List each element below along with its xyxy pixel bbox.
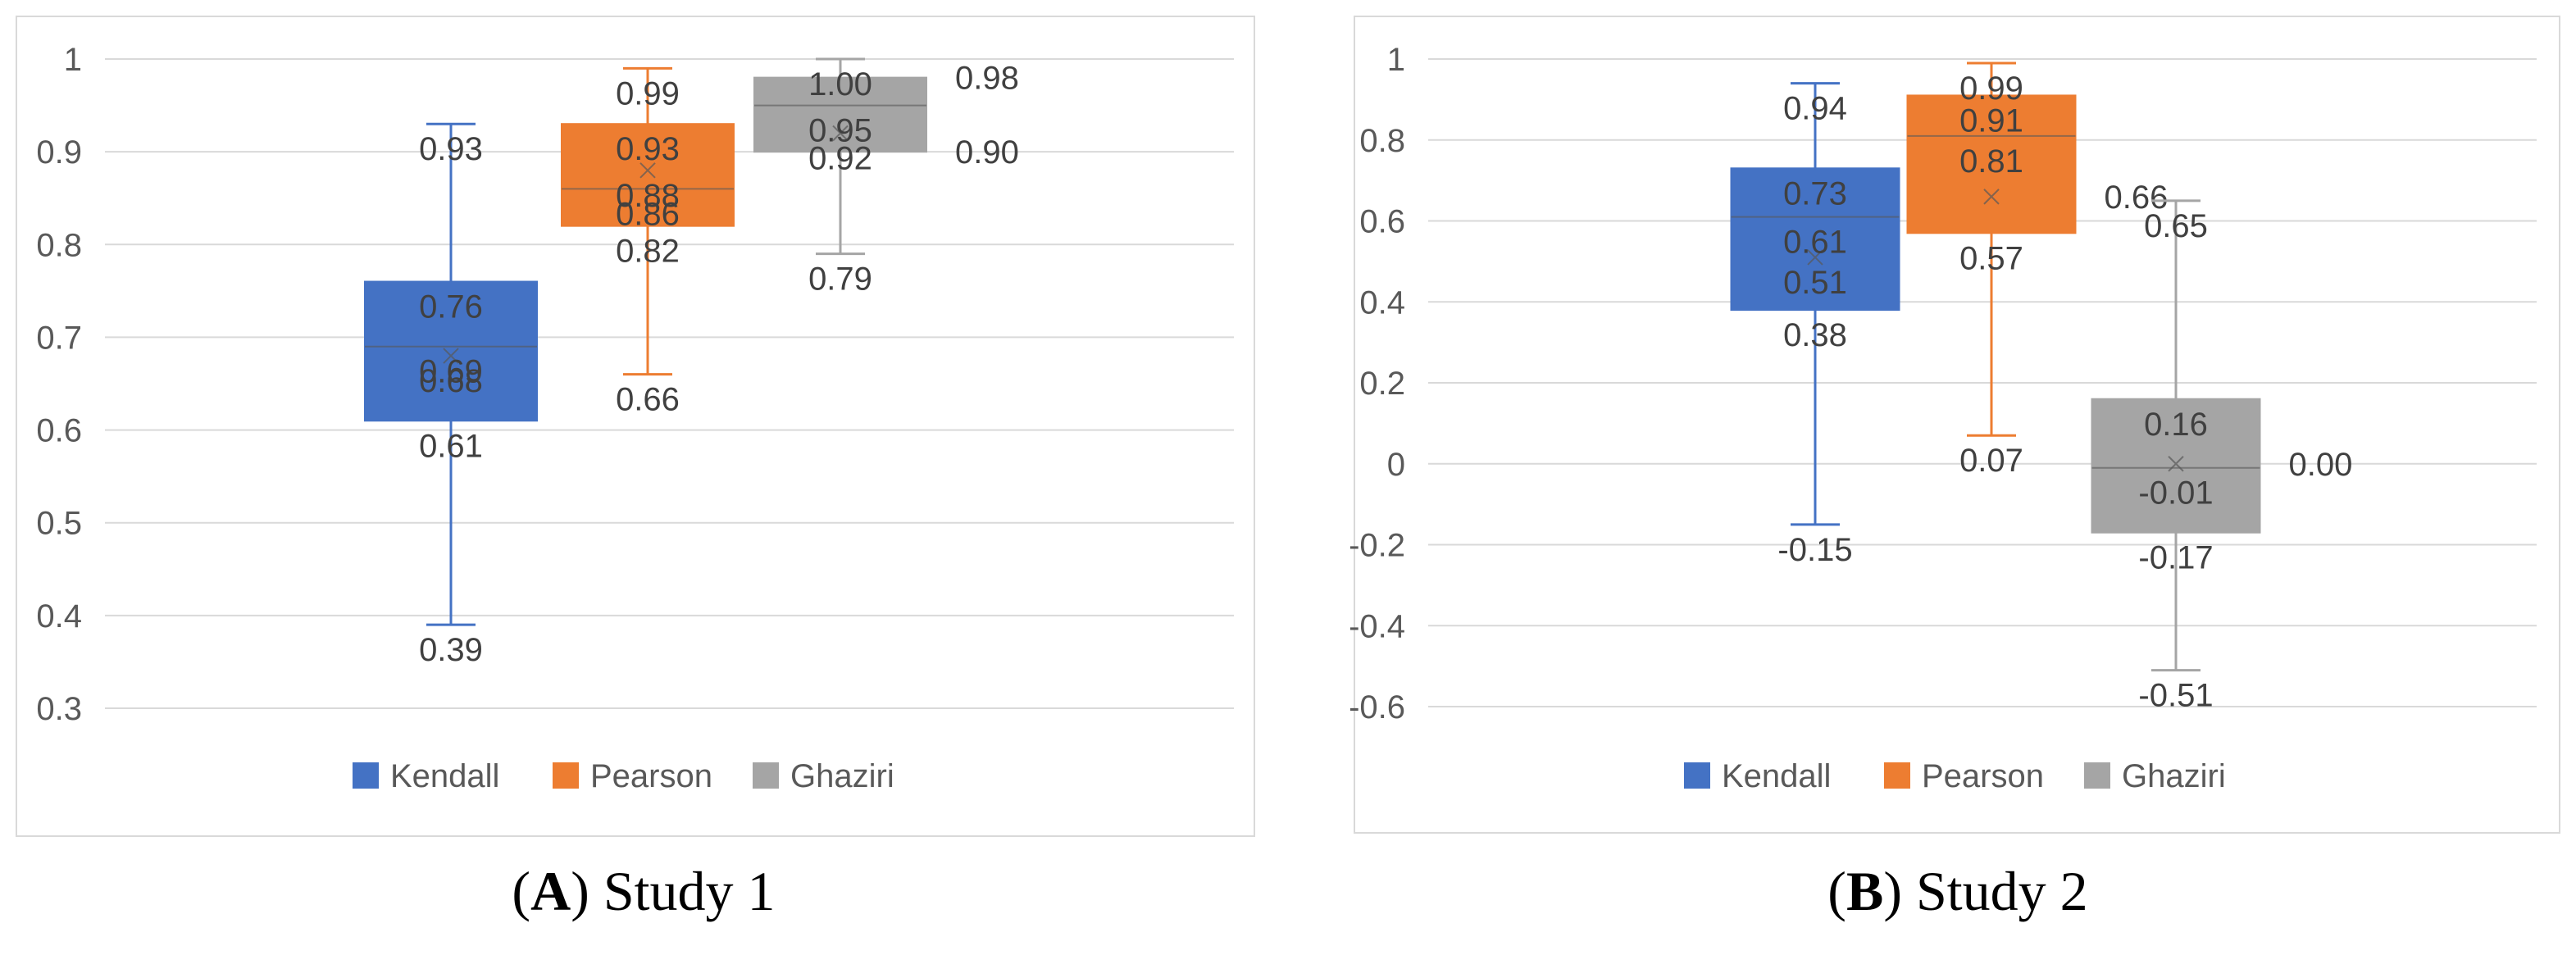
data-label: 0.94 <box>1783 91 1847 127</box>
data-label: 0.00 <box>2289 447 2353 483</box>
data-label: 0.99 <box>616 75 680 111</box>
mean-marker <box>1983 189 2000 205</box>
data-label: 0.99 <box>1959 70 2023 107</box>
mean-marker <box>832 125 849 142</box>
caption-study-2: (B) Study 2 <box>1827 860 2088 922</box>
legend-swatch-kendall <box>353 762 379 789</box>
mean-marker <box>1807 249 1823 266</box>
data-label: 0.66 <box>616 382 680 418</box>
legend-swatch-kendall <box>1684 762 1710 789</box>
data-label: 0.66 <box>2105 180 2169 216</box>
legend-swatch-pearson <box>1884 762 1910 789</box>
box-ghaziri: 1.00 0.98 0.950.92 0.90 0.79 <box>753 57 1019 298</box>
data-label: 0.39 <box>419 632 483 668</box>
box-body <box>1906 94 2077 234</box>
data-label: 0.82 <box>616 234 680 270</box>
y-tick-label: 0.8 <box>1359 123 1405 159</box>
data-label: 0.93 <box>616 131 680 167</box>
panel-study-2: -0.6 -0.4 -0.2 0 0.2 0.4 0.6 0.8 1 0.94 0.73 0.61 0.… <box>1340 0 2576 955</box>
data-label: 0.92 <box>808 141 872 177</box>
mean-marker <box>639 162 656 179</box>
data-label: 0.68 <box>419 363 483 399</box>
box-body <box>2091 398 2261 534</box>
box-body <box>753 76 927 153</box>
y-tick-label: 0.3 <box>36 691 82 727</box>
data-label: 0.91 <box>1959 102 2023 139</box>
data-label: 1.00 <box>808 66 872 102</box>
y-tick-label: 0.7 <box>36 320 82 356</box>
data-label: 0.07 <box>1959 443 2023 479</box>
data-label: 0.51 <box>1783 265 1847 301</box>
y-tick-label: -0.2 <box>1349 528 1405 564</box>
legend-label-ghaziri: Ghaziri <box>2122 758 2226 794</box>
data-label: 0.86 <box>616 196 680 232</box>
data-label: 0.38 <box>1783 317 1847 353</box>
legend-swatch-pearson <box>553 762 579 789</box>
y-tick-label: 1 <box>1387 42 1405 78</box>
data-label: 0.93 <box>419 131 483 167</box>
legend-label-ghaziri: Ghaziri <box>790 758 894 794</box>
data-label: 0.79 <box>808 261 872 298</box>
box-pearson: 0.990.91 0.81 0.66 0.57 0.07 <box>1906 61 2169 479</box>
caption-letter: A <box>530 860 571 922</box>
box-body <box>561 123 735 227</box>
data-label: 0.81 <box>1959 143 2023 180</box>
data-label: -0.01 <box>2138 475 2213 512</box>
chart-study-2: -0.6-0.4-0.200.20.40.60.810.940.730.610.… <box>1349 16 2560 834</box>
legend-label-kendall: Kendall <box>390 758 499 794</box>
box-body <box>364 280 538 422</box>
y-tick-label: -0.4 <box>1349 608 1405 644</box>
legend-label-pearson: Pearson <box>590 758 712 794</box>
data-label: 0.90 <box>955 134 1019 171</box>
y-tick-label: 1 <box>64 42 82 78</box>
y-tick-label: 0.6 <box>36 413 82 449</box>
data-label: 0.65 <box>2144 208 2208 244</box>
chart-study-1: 0.30.40.50.60.70.80.910.930.760.690.680.… <box>16 16 1255 837</box>
data-label: 0.61 <box>419 428 483 464</box>
y-tick-label: 0.2 <box>1359 366 1405 402</box>
data-label: 0.88 <box>616 178 680 214</box>
y-tick-label: 0 <box>1387 447 1405 483</box>
y-tick-label: -0.6 <box>1349 689 1405 725</box>
data-label: 0.76 <box>419 289 483 325</box>
data-label: 0.73 <box>1783 175 1847 211</box>
legend-label-pearson: Pearson <box>1922 758 2044 794</box>
data-label: -0.51 <box>2138 678 2213 714</box>
y-tick-label: 0.5 <box>36 506 82 542</box>
legend-swatch-ghaziri <box>2084 762 2110 789</box>
data-label: 0.98 <box>955 61 1019 97</box>
mean-marker <box>2168 456 2184 472</box>
y-tick-label: 0.4 <box>1359 284 1405 321</box>
data-label: -0.17 <box>2138 540 2213 576</box>
caption-study-1: (A) Study 1 <box>512 860 776 922</box>
box-pearson: 0.99 0.93 0.880.860.82 0.66 <box>561 66 735 418</box>
data-label: 0.69 <box>419 354 483 390</box>
legend-label-kendall: Kendall <box>1722 758 1831 794</box>
y-tick-label: 0.4 <box>36 598 82 634</box>
caption-letter: B <box>1846 860 1884 922</box>
legend-swatch-ghaziri <box>753 762 779 789</box>
y-tick-label: 0.9 <box>36 134 82 171</box>
data-label: 0.95 <box>808 113 872 149</box>
y-tick-label: 0.6 <box>1359 204 1405 240</box>
caption-text: Study 2 <box>1901 860 2088 922</box>
y-tick-label: 0.8 <box>36 227 82 263</box>
box-ghaziri: 0.65 0.16 0.00 -0.01 -0.17 -0.51 <box>2091 199 2353 714</box>
data-label: -0.15 <box>1777 532 1852 568</box>
data-label: 0.61 <box>1783 225 1847 261</box>
box-kendall: 0.94 0.73 0.61 0.51 0.38 -0.15 <box>1730 82 1900 568</box>
data-label: 0.16 <box>2144 407 2208 443</box>
box-body <box>1730 167 1900 312</box>
panel-study-1: 0.3 0.4 0.5 0.6 0.7 0.8 0.9 1 0.93 0.76 0.69 0.68 0.… <box>0 0 1287 955</box>
caption-text: Study 1 <box>589 860 776 922</box>
mean-marker <box>443 348 459 364</box>
box-kendall: 0.93 0.76 0.690.68 0.61 0.39 <box>364 122 538 668</box>
data-label: 0.57 <box>1959 240 2023 276</box>
